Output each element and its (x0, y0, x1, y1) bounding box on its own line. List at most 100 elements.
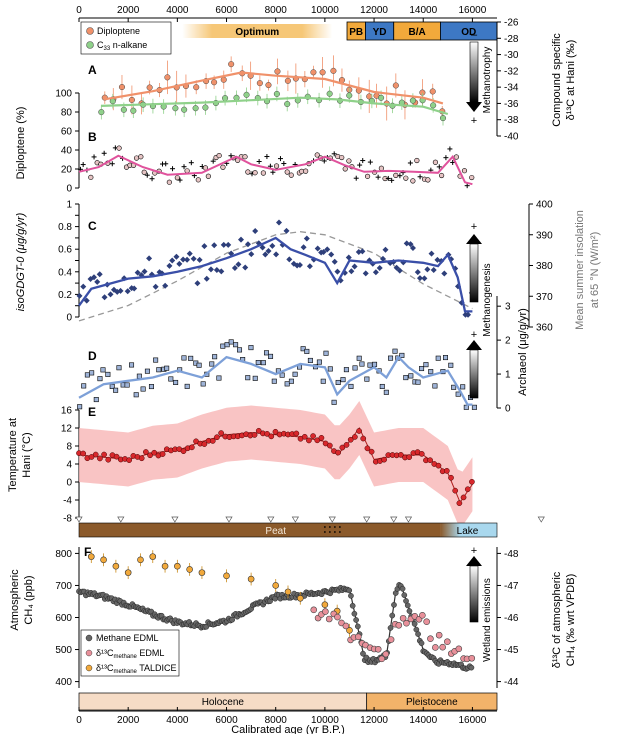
archaeol-point (136, 373, 142, 379)
panel-d-tick-label: 3 (505, 302, 511, 313)
alkane-point (243, 91, 250, 98)
methanotrophy-label: Methanotrophy (482, 47, 493, 114)
core-date-marker (75, 516, 83, 523)
diploptene-pct-point (346, 158, 352, 164)
panel-f-tick-label: 800 (55, 549, 72, 560)
diploptene-pct-point (216, 152, 222, 159)
isogdgt-point (124, 288, 131, 295)
methanotrophy-arrow-shaft (469, 41, 479, 103)
panel-a-right-label-2: δ¹³C at Hani (‰) (565, 40, 577, 121)
temperature-point (143, 449, 149, 455)
archaeol-point (153, 357, 159, 363)
isogdgt-point (382, 246, 389, 253)
panel-f-right-tick-label: -48 (504, 549, 519, 560)
archaeol-point (220, 343, 226, 349)
panel-c-right-label-1: Mean summer insolation (574, 210, 586, 330)
temperature-point (448, 474, 454, 481)
panel-a-legend-box (80, 21, 172, 55)
temperature-point (218, 430, 224, 436)
archaeol-point (268, 353, 274, 359)
archaeol-point (284, 381, 290, 387)
methane-edml-point (418, 640, 425, 647)
panel-c-letter: C (88, 219, 97, 233)
panel-d-tick-label: 0 (505, 404, 511, 415)
bottom-x-tick-label: 2000 (117, 715, 140, 726)
archaeol-point (379, 383, 385, 389)
isogdgt-line (78, 236, 473, 313)
methanogenesis-arrow-shaft (469, 243, 479, 303)
isogdgt-point (91, 274, 98, 281)
archaeol-point (81, 383, 87, 389)
archaeol-point (212, 354, 218, 360)
archaeol-point (435, 355, 441, 361)
core-date-marker (390, 516, 398, 523)
core-date-marker (225, 516, 233, 523)
core-gravel-dot (333, 531, 336, 533)
taldice-point (161, 562, 169, 570)
diploptene-point (310, 69, 317, 76)
temperature-point (347, 436, 354, 443)
archaeol-point (359, 361, 365, 367)
diploptene-pct-point (303, 168, 309, 174)
methanotrophy-plus: + (471, 115, 477, 127)
core-date-marker (291, 516, 299, 523)
methane-edml-point (351, 610, 358, 617)
isogdgt-point (194, 280, 201, 287)
isogdgt-point (273, 251, 280, 258)
methanotrophy-arrow-head (466, 102, 482, 112)
archaeol-point (181, 355, 187, 361)
isogdgt-point (184, 256, 191, 263)
temperature-point (138, 455, 145, 462)
bottom-x-tick-label: 6000 (215, 715, 238, 726)
isogdgt-point (252, 228, 259, 235)
temperature-point (343, 442, 350, 448)
core-date-marker (117, 516, 125, 523)
isogdgt-point (237, 236, 244, 243)
methane-edml-point (415, 631, 421, 637)
archaeol-point (124, 382, 130, 388)
isogdgt-point (231, 264, 238, 271)
panel-f-right-tick-label: -44 (504, 677, 519, 688)
panel-e-letter: E (88, 405, 96, 419)
taldice-point (174, 562, 181, 570)
diploptene-pct-point (205, 173, 211, 179)
temperature-point (151, 449, 158, 456)
period-ba-label: B/A (408, 27, 425, 38)
archaeol-point (248, 345, 254, 351)
alkane-point (346, 92, 353, 99)
top-x-tick-label: 2000 (117, 5, 140, 16)
temperature-point (88, 454, 95, 460)
bottom-x-tick-label: 0 (76, 715, 82, 726)
archaeol-point (168, 376, 174, 382)
alkane-point (326, 90, 333, 97)
panel-c-right-tick-label: 370 (536, 292, 553, 303)
isogdgt-point (283, 227, 290, 234)
isogdgt-point (303, 235, 310, 242)
isogdgt-point (131, 285, 138, 292)
archaeol-point (419, 366, 425, 372)
temperature-point (452, 487, 459, 494)
diploptene-pct-point (260, 170, 266, 176)
archaeol-point (451, 384, 457, 390)
panel-b-tick-label: 20 (61, 165, 73, 176)
panel-e-tick-label: 4 (66, 460, 72, 471)
archaeol-point (415, 379, 421, 385)
isogdgt-point (207, 266, 214, 273)
legend-methane-marker (85, 634, 93, 642)
alkane-point (439, 115, 447, 122)
archaeol-point (196, 362, 202, 368)
isogdgt-point (324, 246, 331, 253)
isogdgt-point (218, 268, 225, 275)
isogdgt-point (107, 291, 114, 298)
isogdgt-point (225, 241, 232, 248)
archaeol-point (460, 384, 466, 390)
temperature-point (301, 433, 308, 440)
temperature-point (126, 457, 133, 463)
methane-edml-point (353, 617, 359, 623)
top-x-tick-label: 8000 (265, 5, 288, 16)
isogdgt-point (176, 260, 183, 267)
isogdgt-point (244, 241, 251, 248)
temperature-point (364, 445, 371, 452)
panel-e-tick-label: -4 (63, 496, 72, 507)
temperature-point (310, 433, 316, 439)
